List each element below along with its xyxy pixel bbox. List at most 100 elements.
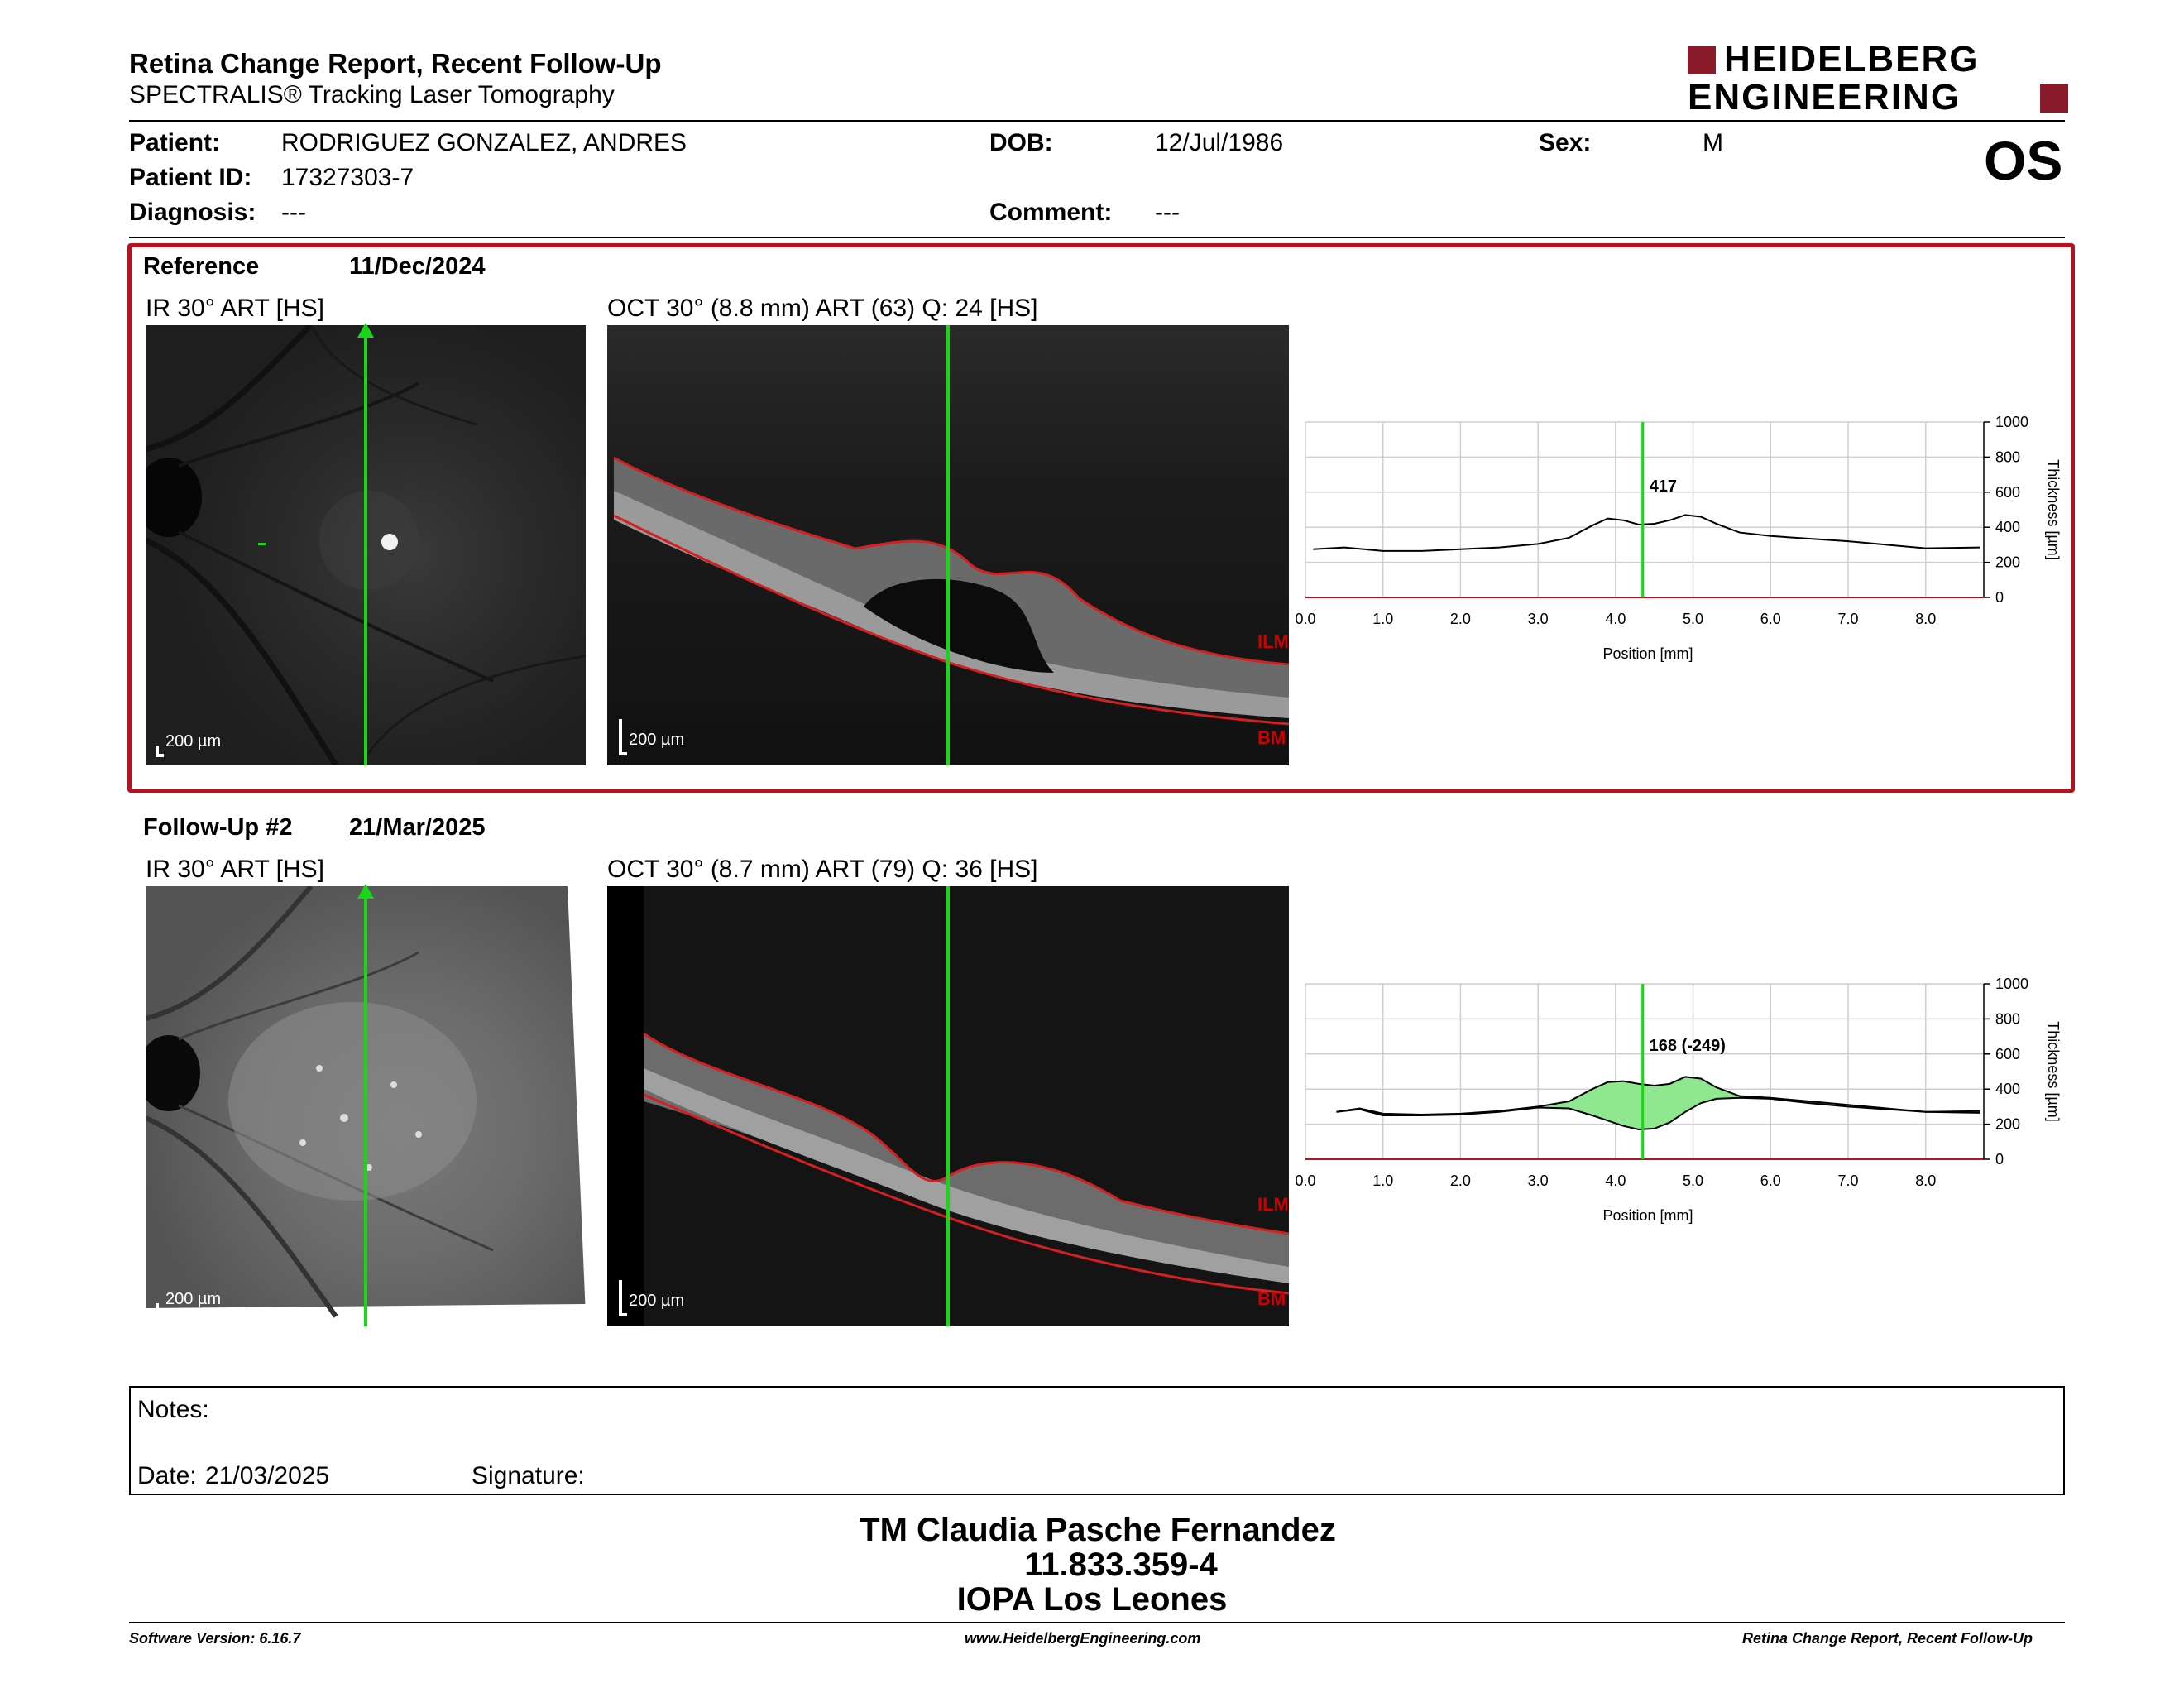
dob-label: DOB: [989,129,1053,156]
notes-box: Notes: Date: 21/03/2025 Signature: [129,1386,2065,1495]
reference-section [127,243,2075,793]
arrow-up-icon [357,323,374,338]
arrow-up-icon [357,884,374,899]
series-line-1 [1336,1076,1980,1115]
dob-value: 12/Jul/1986 [1155,129,1284,156]
comment-value: --- [1155,199,1180,226]
y-tick-label: 800 [1995,448,2020,465]
marker-value-label: 417 [1650,477,1677,496]
comment-label: Comment: [989,199,1113,226]
software-version: Software Version: 6.16.7 [129,1630,301,1647]
y-tick-label: 200 [1995,554,2020,571]
x-axis-label: Position [mm] [1602,645,1693,662]
ilm-label: ILM [1257,1194,1289,1215]
y-axis-label: Thickness [µm] [2045,459,2062,559]
x-tick-label: 4.0 [1605,611,1626,627]
x-tick-label: 7.0 [1837,1172,1858,1189]
y-tick-label: 200 [1995,1116,2020,1133]
x-tick-label: 4.0 [1605,1172,1626,1189]
x-tick-label: 3.0 [1528,611,1549,627]
patient-id: 17327303-7 [281,164,414,191]
patient-label: Patient: [129,129,221,156]
patient-name: RODRIGUEZ GONZALEZ, ANDRES [281,129,687,156]
reference-oct-scalebar: 200 µm [619,714,718,755]
stamp-name: TM Claudia Pasche Fernandez [860,1512,1336,1548]
y-tick-label: 0 [1995,1151,2004,1168]
patient-id-label: Patient ID: [129,164,252,191]
series-line-1 [1313,514,1980,552]
y-axis-label: Thickness [µm] [2045,1021,2062,1121]
report-title: Retina Change Report, Recent Follow-Up [129,48,662,79]
y-tick-label: 800 [1995,1010,2020,1027]
sex-value: M [1703,129,1723,156]
reference-ir-scalebar: 200 µm [156,731,255,757]
logo-text-line2: ENGINEERING [1688,77,1961,117]
stamp-id: 11.833.359-4 [1024,1547,1218,1583]
x-tick-label: 5.0 [1683,1172,1703,1189]
x-tick-label: 2.0 [1450,611,1471,627]
footer-report-name: Retina Change Report, Recent Follow-Up [1742,1630,2033,1647]
reference-oct-scan-line [946,325,950,765]
y-tick-label: 1000 [1995,976,2028,992]
reference-thickness-chart: 0.0 1.0 2.0 3.0 4.0 5.0 6.0 7.0 8.0 0 200 400 600 800… [1291,405,2085,679]
reference-ir-scan-line [364,325,367,765]
scalebar-label: 200 µm [629,731,685,749]
reference-oct-title: OCT 30° (8.8 mm) ART (63) Q: 24 [HS] [607,295,1038,322]
y-tick-label: 400 [1995,519,2020,535]
x-tick-label: 6.0 [1760,611,1781,627]
x-axis-label: Position [mm] [1602,1207,1693,1224]
x-tick-label: 8.0 [1915,1172,1936,1189]
followup-ir-title: IR 30° ART [HS] [146,856,324,883]
scalebar-label: 200 µm [165,1290,222,1308]
followup-oct-scan-line [946,886,950,1326]
y-tick-label: 0 [1995,589,2004,606]
followup-date: 21/Mar/2025 [349,814,486,841]
date-value: 21/03/2025 [205,1462,330,1489]
notes-label: Notes: [137,1396,209,1423]
x-tick-label: 5.0 [1683,611,1703,627]
x-tick-label: 3.0 [1528,1172,1549,1189]
followup-oct-title: OCT 30° (8.7 mm) ART (79) Q: 36 [HS] [607,856,1038,883]
signature-label: Signature: [472,1462,585,1489]
difference-area [1336,1077,1980,1129]
stamp-location: IOPA Los Leones [956,1581,1228,1618]
y-tick-label: 1000 [1995,414,2028,430]
sex-label: Sex: [1539,129,1592,156]
bm-label: BM [1257,727,1286,748]
followup-ir-scan-line [364,886,367,1326]
scalebar-label: 200 µm [165,732,222,750]
x-tick-label: 0.0 [1295,1172,1315,1189]
x-tick-label: 2.0 [1450,1172,1471,1189]
x-tick-label: 6.0 [1760,1172,1781,1189]
followup-ir-scalebar: 200 µm [156,1288,255,1315]
diagnosis-value: --- [281,199,306,226]
logo-square-icon [2040,84,2068,113]
followup-label: Follow-Up #2 [143,814,293,841]
scalebar-label: 200 µm [629,1292,685,1310]
y-tick-label: 600 [1995,1046,2020,1062]
reference-ir-title: IR 30° ART [HS] [146,295,324,322]
reference-label: Reference [143,253,260,280]
diagnosis-label: Diagnosis: [129,199,256,226]
eye-side: OS [1984,130,2063,191]
y-tick-label: 600 [1995,484,2020,501]
website-link[interactable]: www.HeidelbergEngineering.com [965,1630,1201,1647]
followup-oct-scalebar: 200 µm [619,1275,718,1316]
series-line-2 [1336,1096,1980,1130]
date-label: Date: [137,1462,197,1489]
logo-square-icon [1688,46,1716,74]
x-tick-label: 7.0 [1837,611,1858,627]
marker-value-label: 168 (-249) [1650,1037,1726,1055]
heidelberg-logo: HEIDELBERG ENGINEERING [1688,41,2068,119]
x-tick-label: 1.0 [1372,1172,1393,1189]
report-subtitle: SPECTRALIS® Tracking Laser Tomography [129,81,615,108]
reference-date: 11/Dec/2024 [349,253,486,280]
x-tick-label: 1.0 [1372,611,1393,627]
x-tick-label: 8.0 [1915,611,1936,627]
stamp: TM Claudia Pasche Fernandez 11.833.359-4… [0,1513,2184,1617]
x-tick-label: 0.0 [1295,611,1315,627]
bm-label: BM [1257,1288,1286,1309]
followup-thickness-chart: 0.0 1.0 2.0 3.0 4.0 5.0 6.0 7.0 8.0 0 200 400 600 800… [1291,967,2085,1240]
ilm-label: ILM [1257,631,1289,652]
y-tick-label: 400 [1995,1081,2020,1097]
